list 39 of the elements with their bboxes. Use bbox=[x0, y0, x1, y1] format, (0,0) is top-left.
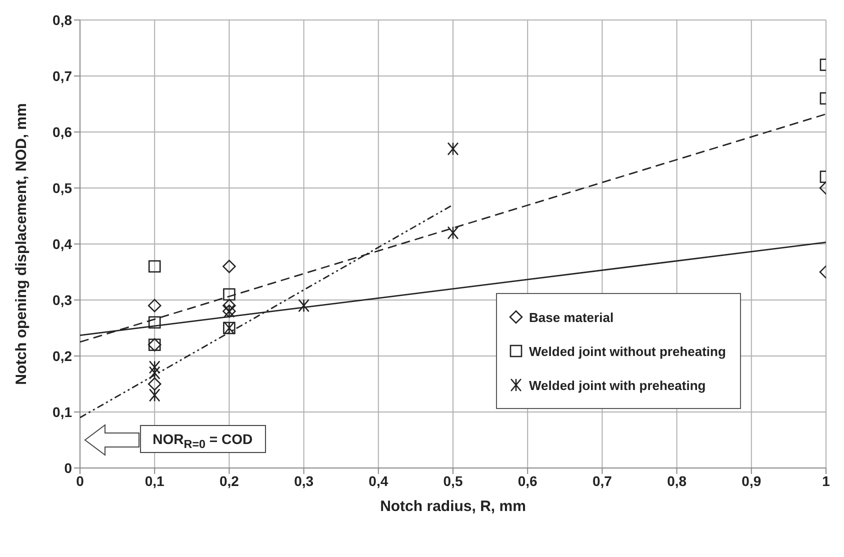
x-tick-label: 0,3 bbox=[294, 472, 314, 489]
annotation: NOR$_{R=0}$ = COD bbox=[140, 425, 266, 453]
x-tick-label: 0,1 bbox=[144, 472, 165, 489]
x-tick-label: 0,8 bbox=[667, 472, 687, 489]
point bbox=[222, 260, 236, 274]
x-tick-label: 0,4 bbox=[368, 472, 388, 489]
legend-label: Base material bbox=[529, 310, 614, 324]
point bbox=[223, 288, 236, 301]
point bbox=[148, 366, 160, 380]
point bbox=[148, 298, 162, 312]
y-axis-title: Notch opening displacement, NOD, mm bbox=[13, 103, 30, 385]
x-tick-label: 0,5 bbox=[443, 472, 463, 489]
point bbox=[298, 298, 310, 312]
y-tick-label: 0,6 bbox=[52, 124, 72, 140]
x-tick-label: 1 bbox=[822, 472, 830, 489]
y-tick-label: 0,2 bbox=[52, 348, 72, 364]
y-tick-label: 0,5 bbox=[52, 180, 72, 196]
x-tick-label: 0,7 bbox=[592, 472, 612, 489]
y-tick-label: 0,1 bbox=[52, 404, 72, 420]
point bbox=[148, 388, 160, 402]
point bbox=[148, 377, 162, 391]
point bbox=[148, 260, 161, 273]
point bbox=[148, 360, 160, 374]
y-tick-label: 0,4 bbox=[52, 236, 72, 252]
point bbox=[447, 142, 459, 156]
point bbox=[148, 316, 161, 329]
legend-label: Welded joint with preheating bbox=[529, 378, 706, 392]
legend-label: Welded joint without preheating bbox=[529, 344, 726, 358]
x-tick-label: 0 bbox=[76, 472, 84, 489]
x-tick-label: 0,9 bbox=[742, 472, 762, 489]
y-tick-label: 0,8 bbox=[52, 12, 72, 28]
point bbox=[222, 298, 236, 312]
x-axis-title: Notch radius, R, mm bbox=[380, 498, 526, 515]
x-tick-label: 0,6 bbox=[518, 472, 538, 489]
y-tick-label: 0,3 bbox=[52, 292, 72, 308]
point bbox=[447, 226, 459, 240]
y-tick-label: 0 bbox=[64, 460, 72, 476]
y-tick-label: 0,7 bbox=[52, 68, 72, 84]
x-tick-label: 0,2 bbox=[219, 472, 240, 489]
